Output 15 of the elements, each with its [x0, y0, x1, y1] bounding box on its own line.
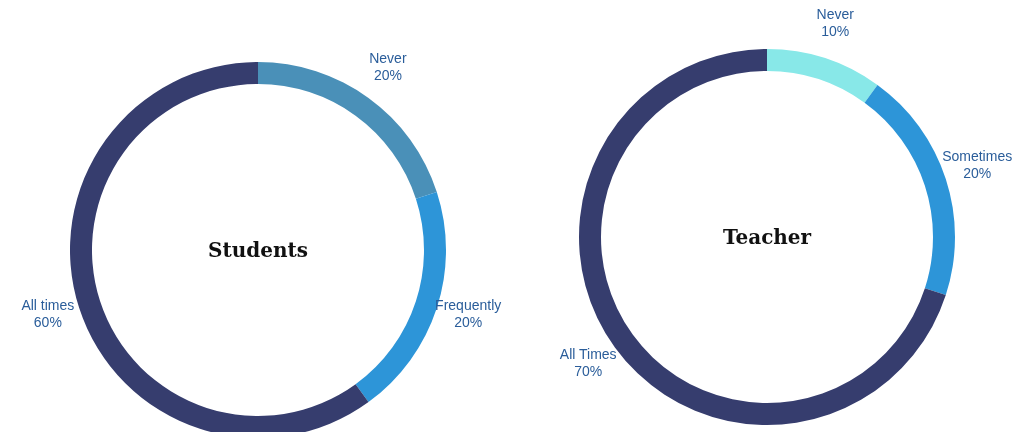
slice-label: Never — [816, 5, 855, 22]
slice-label: Frequently — [435, 297, 502, 314]
slice-label: Never — [369, 50, 407, 67]
data-label: 10% — [821, 22, 850, 39]
data-label: 20% — [373, 67, 402, 84]
text: Students — [208, 238, 308, 262]
slice-label: Sometimes — [942, 147, 1013, 164]
data-label: 20% — [454, 314, 483, 331]
text: Teacher — [722, 225, 812, 249]
data-label: 60% — [33, 314, 62, 331]
data-label: 70% — [574, 362, 603, 379]
slice-label: All Times — [559, 345, 617, 362]
data-label: 20% — [963, 164, 992, 181]
slice-label: All times — [21, 297, 75, 314]
donut-slice — [767, 49, 878, 103]
